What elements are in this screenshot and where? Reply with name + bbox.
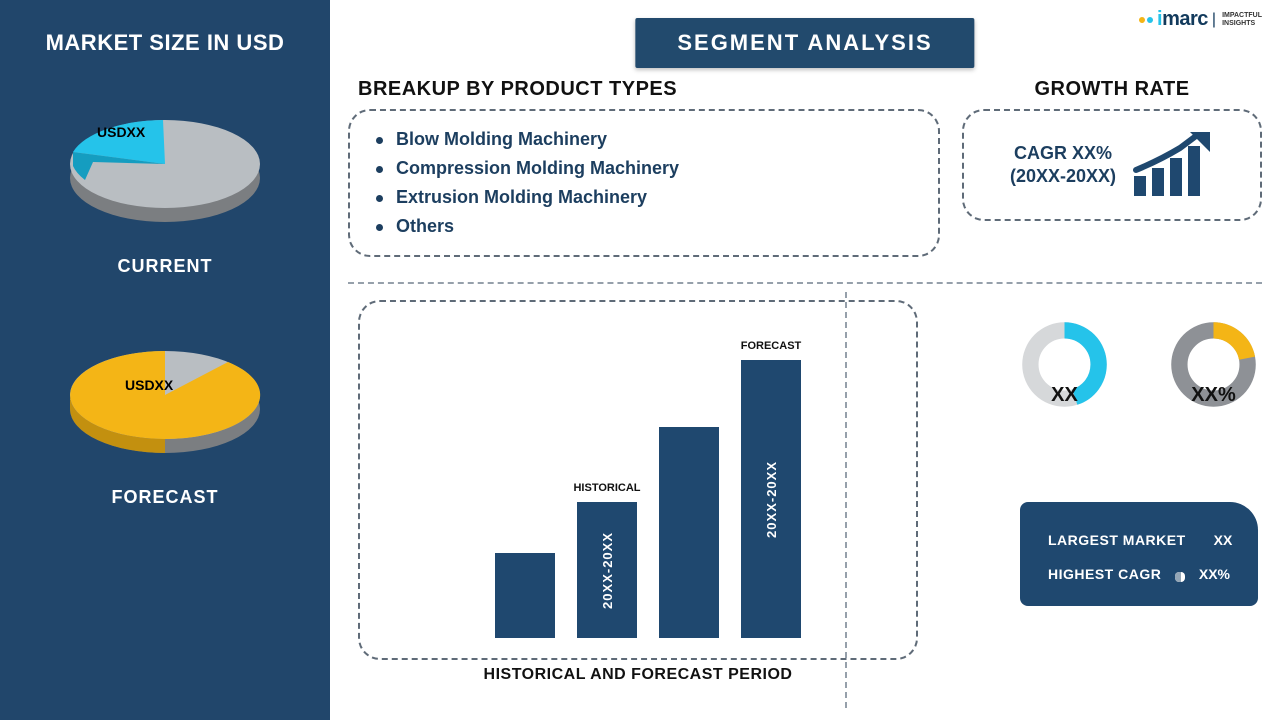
breakup-box: Blow Molding Machinery Compression Moldi…	[348, 109, 940, 257]
growth-section: GROWTH RATE CAGR XX%(20XX-20XX)	[962, 78, 1262, 257]
donut-1-label: XX	[1020, 320, 1109, 470]
barchart-area: HISTORICAL20XX-20XXFORECAST20XX-20XX	[430, 336, 866, 638]
breakup-list: Blow Molding Machinery Compression Moldi…	[374, 125, 914, 241]
donut-row: XX XX%	[1020, 300, 1258, 490]
logo-word: imarc	[1157, 8, 1208, 31]
breakup-section: BREAKUP BY PRODUCT TYPES Blow Molding Ma…	[348, 78, 940, 257]
sidebar-title: MARKET SIZE IN USD	[46, 30, 285, 56]
bar: HISTORICAL20XX-20XX	[577, 502, 637, 638]
divider-horizontal	[348, 282, 1262, 284]
pie-current-label: USDXX	[97, 124, 145, 140]
pie-current: USDXX CURRENT	[55, 86, 275, 277]
pie-current-svg	[55, 86, 275, 246]
growth-heading: GROWTH RATE	[962, 78, 1262, 101]
info-card: LARGEST MARKET XX HIGHEST CAGR XX%	[1020, 502, 1258, 606]
growth-chart-icon	[1130, 130, 1214, 200]
logo-dot-2	[1147, 17, 1153, 23]
breakup-item: Blow Molding Machinery	[374, 125, 914, 154]
info-row-largest: LARGEST MARKET XX	[1048, 532, 1230, 548]
info-value: XX	[1214, 532, 1233, 548]
bar-top-label: HISTORICAL	[573, 482, 640, 494]
pie-forecast-svg	[55, 317, 275, 477]
breakup-item: Others	[374, 212, 914, 241]
info-track	[1175, 572, 1185, 582]
bar-top-label: FORECAST	[741, 340, 802, 352]
breakup-item: Compression Molding Machinery	[374, 154, 914, 183]
bar-inside-label: 20XX-20XX	[600, 532, 615, 609]
donut-2-label: XX%	[1169, 320, 1258, 470]
barchart-panel: HISTORICAL20XX-20XXFORECAST20XX-20XX HIS…	[358, 300, 918, 700]
bar	[495, 553, 555, 638]
bar: FORECAST20XX-20XX	[741, 360, 801, 638]
info-value: XX%	[1199, 566, 1230, 582]
breakup-item: Extrusion Molding Machinery	[374, 183, 914, 212]
donut-1: XX	[1020, 320, 1109, 470]
logo-sub: IMPACTFULINSIGHTS	[1222, 12, 1262, 28]
logo: imarc | IMPACTFULINSIGHTS	[1139, 8, 1262, 31]
growth-text: CAGR XX%(20XX-20XX)	[1010, 142, 1116, 189]
pie-current-caption: CURRENT	[118, 256, 213, 277]
breakup-heading: BREAKUP BY PRODUCT TYPES	[358, 78, 940, 101]
pie-forecast-caption: FORECAST	[112, 487, 219, 508]
sidebar: MARKET SIZE IN USD USDXX CURRENT	[0, 0, 330, 720]
logo-dot-1	[1139, 17, 1145, 23]
donut-2: XX%	[1169, 320, 1258, 470]
growth-box: CAGR XX%(20XX-20XX)	[962, 109, 1262, 221]
right-panel: XX XX% LARGEST MARKET XX	[1020, 300, 1258, 700]
pie-forecast-label: USDXX	[125, 377, 173, 393]
info-label: LARGEST MARKET	[1048, 532, 1186, 548]
barchart-caption: HISTORICAL AND FORECAST PERIOD	[358, 666, 918, 684]
page-title: SEGMENT ANALYSIS	[635, 18, 974, 68]
info-row-cagr: HIGHEST CAGR XX%	[1048, 566, 1230, 582]
bar	[659, 427, 719, 638]
main: imarc | IMPACTFULINSIGHTS SEGMENT ANALYS…	[330, 0, 1280, 720]
pie-forecast: USDXX FORECAST	[55, 317, 275, 508]
info-label: HIGHEST CAGR	[1048, 566, 1161, 582]
info-fill	[1175, 572, 1181, 582]
barchart-box: HISTORICAL20XX-20XXFORECAST20XX-20XX	[358, 300, 918, 660]
bar-inside-label: 20XX-20XX	[764, 461, 779, 538]
